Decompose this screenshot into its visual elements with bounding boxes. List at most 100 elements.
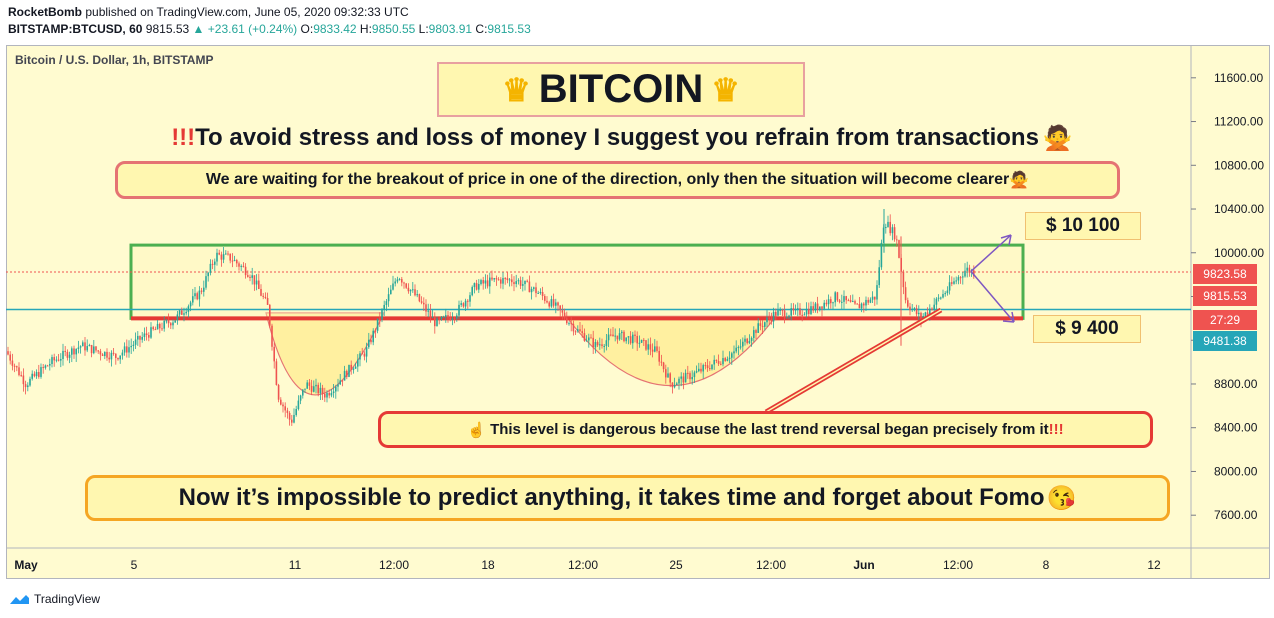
candle-down bbox=[20, 375, 22, 377]
candle-up bbox=[728, 357, 731, 359]
candle-down bbox=[544, 296, 546, 301]
candle-up bbox=[460, 303, 462, 305]
candle-up bbox=[819, 306, 821, 310]
candle-down bbox=[561, 310, 564, 313]
candle-down bbox=[610, 334, 612, 336]
candle-down bbox=[519, 280, 522, 286]
x-tick-label: 12:00 bbox=[756, 558, 786, 572]
arrow-up-head bbox=[1000, 234, 1012, 246]
candle-down bbox=[24, 384, 27, 388]
candle-down bbox=[346, 370, 348, 377]
candle-up bbox=[614, 335, 616, 337]
candle-up bbox=[887, 221, 889, 228]
candle-up bbox=[442, 316, 445, 318]
candle-up bbox=[214, 261, 216, 265]
candle-down bbox=[724, 358, 726, 361]
candle-up bbox=[372, 330, 374, 343]
candle-up bbox=[744, 338, 746, 342]
candle-up bbox=[577, 329, 579, 332]
candle-up bbox=[627, 336, 630, 338]
candle-down bbox=[656, 346, 658, 351]
candle-down bbox=[33, 373, 36, 377]
candle-up bbox=[141, 337, 143, 340]
candle-up bbox=[739, 346, 742, 348]
candle-down bbox=[821, 306, 823, 309]
candle-up bbox=[440, 316, 443, 320]
close-value: 9815.53 bbox=[487, 22, 531, 36]
candle-up bbox=[803, 314, 806, 316]
candle-down bbox=[328, 392, 330, 396]
candle-up bbox=[178, 310, 181, 315]
candle-up bbox=[911, 308, 913, 311]
candle-up bbox=[940, 297, 942, 299]
range-box bbox=[129, 243, 1025, 320]
x-tick-label: 5 bbox=[131, 558, 138, 572]
candle-down bbox=[893, 227, 896, 240]
candle-up bbox=[88, 345, 91, 347]
candle-down bbox=[148, 334, 150, 338]
candle-down bbox=[244, 266, 247, 276]
candle-down bbox=[321, 387, 324, 394]
candle-down bbox=[227, 253, 229, 255]
candle-down bbox=[370, 339, 372, 343]
candle-down bbox=[845, 296, 847, 301]
candle-down bbox=[590, 337, 592, 339]
candle-up bbox=[766, 317, 768, 323]
candle-up bbox=[594, 342, 597, 348]
candle-down bbox=[629, 336, 632, 344]
candle-up bbox=[330, 393, 333, 396]
candle-down bbox=[90, 345, 93, 354]
high-value: 9850.55 bbox=[371, 22, 416, 36]
tradingview-brand[interactable]: TradingView bbox=[8, 592, 100, 606]
low-value: 9803.91 bbox=[428, 22, 473, 36]
exclamation-icon: !!! bbox=[171, 124, 196, 151]
candle-down bbox=[665, 369, 667, 378]
candle-up bbox=[880, 242, 883, 268]
symbol-label: Bitcoin / U.S. Dollar, 1h, BITSTAMP bbox=[15, 53, 214, 67]
candle-down bbox=[99, 351, 102, 355]
candle-up bbox=[933, 304, 935, 310]
x-tick-label: 8 bbox=[1043, 558, 1050, 572]
candle-down bbox=[541, 292, 544, 297]
candle-down bbox=[280, 399, 282, 405]
candle-down bbox=[170, 323, 172, 326]
candle-up bbox=[464, 300, 467, 307]
price-tag: 9815.53 bbox=[1193, 286, 1257, 306]
candle-down bbox=[291, 419, 293, 423]
candle-up bbox=[398, 279, 401, 281]
candle-down bbox=[66, 351, 69, 358]
arrow-up bbox=[970, 234, 1012, 272]
candle-down bbox=[552, 299, 555, 306]
candle-down bbox=[715, 359, 718, 362]
candle-down bbox=[651, 349, 654, 352]
candle-down bbox=[112, 352, 115, 354]
candle-down bbox=[288, 412, 291, 420]
candle-down bbox=[926, 312, 929, 315]
candle-up bbox=[205, 276, 207, 288]
price-tag: 9481.38 bbox=[1193, 331, 1257, 351]
candle-down bbox=[636, 335, 638, 344]
candle-down bbox=[97, 350, 99, 352]
candle-up bbox=[955, 280, 957, 282]
publish-info: RocketBomb published on TradingView.com,… bbox=[8, 5, 409, 19]
candle-down bbox=[260, 288, 262, 296]
candle-up bbox=[711, 364, 713, 370]
candle-up bbox=[394, 281, 396, 284]
candle-down bbox=[42, 367, 44, 369]
candle-up bbox=[823, 302, 825, 309]
candle-up bbox=[189, 302, 192, 307]
price-chart[interactable]: 7600.008000.008400.008800.009200.009600.… bbox=[6, 45, 1270, 579]
candle-up bbox=[381, 309, 383, 320]
candle-up bbox=[207, 272, 209, 277]
candle-up bbox=[962, 276, 964, 278]
candle-up bbox=[368, 339, 370, 348]
candle-down bbox=[139, 335, 141, 340]
candle-up bbox=[524, 280, 526, 285]
candle-down bbox=[361, 353, 363, 355]
target-up-label: $ 10 100 bbox=[1025, 212, 1141, 240]
candle-up bbox=[376, 318, 379, 331]
x-tick-label: Jun bbox=[853, 558, 874, 572]
candle-down bbox=[379, 318, 381, 320]
candle-down bbox=[898, 240, 900, 258]
candle-up bbox=[779, 309, 781, 311]
